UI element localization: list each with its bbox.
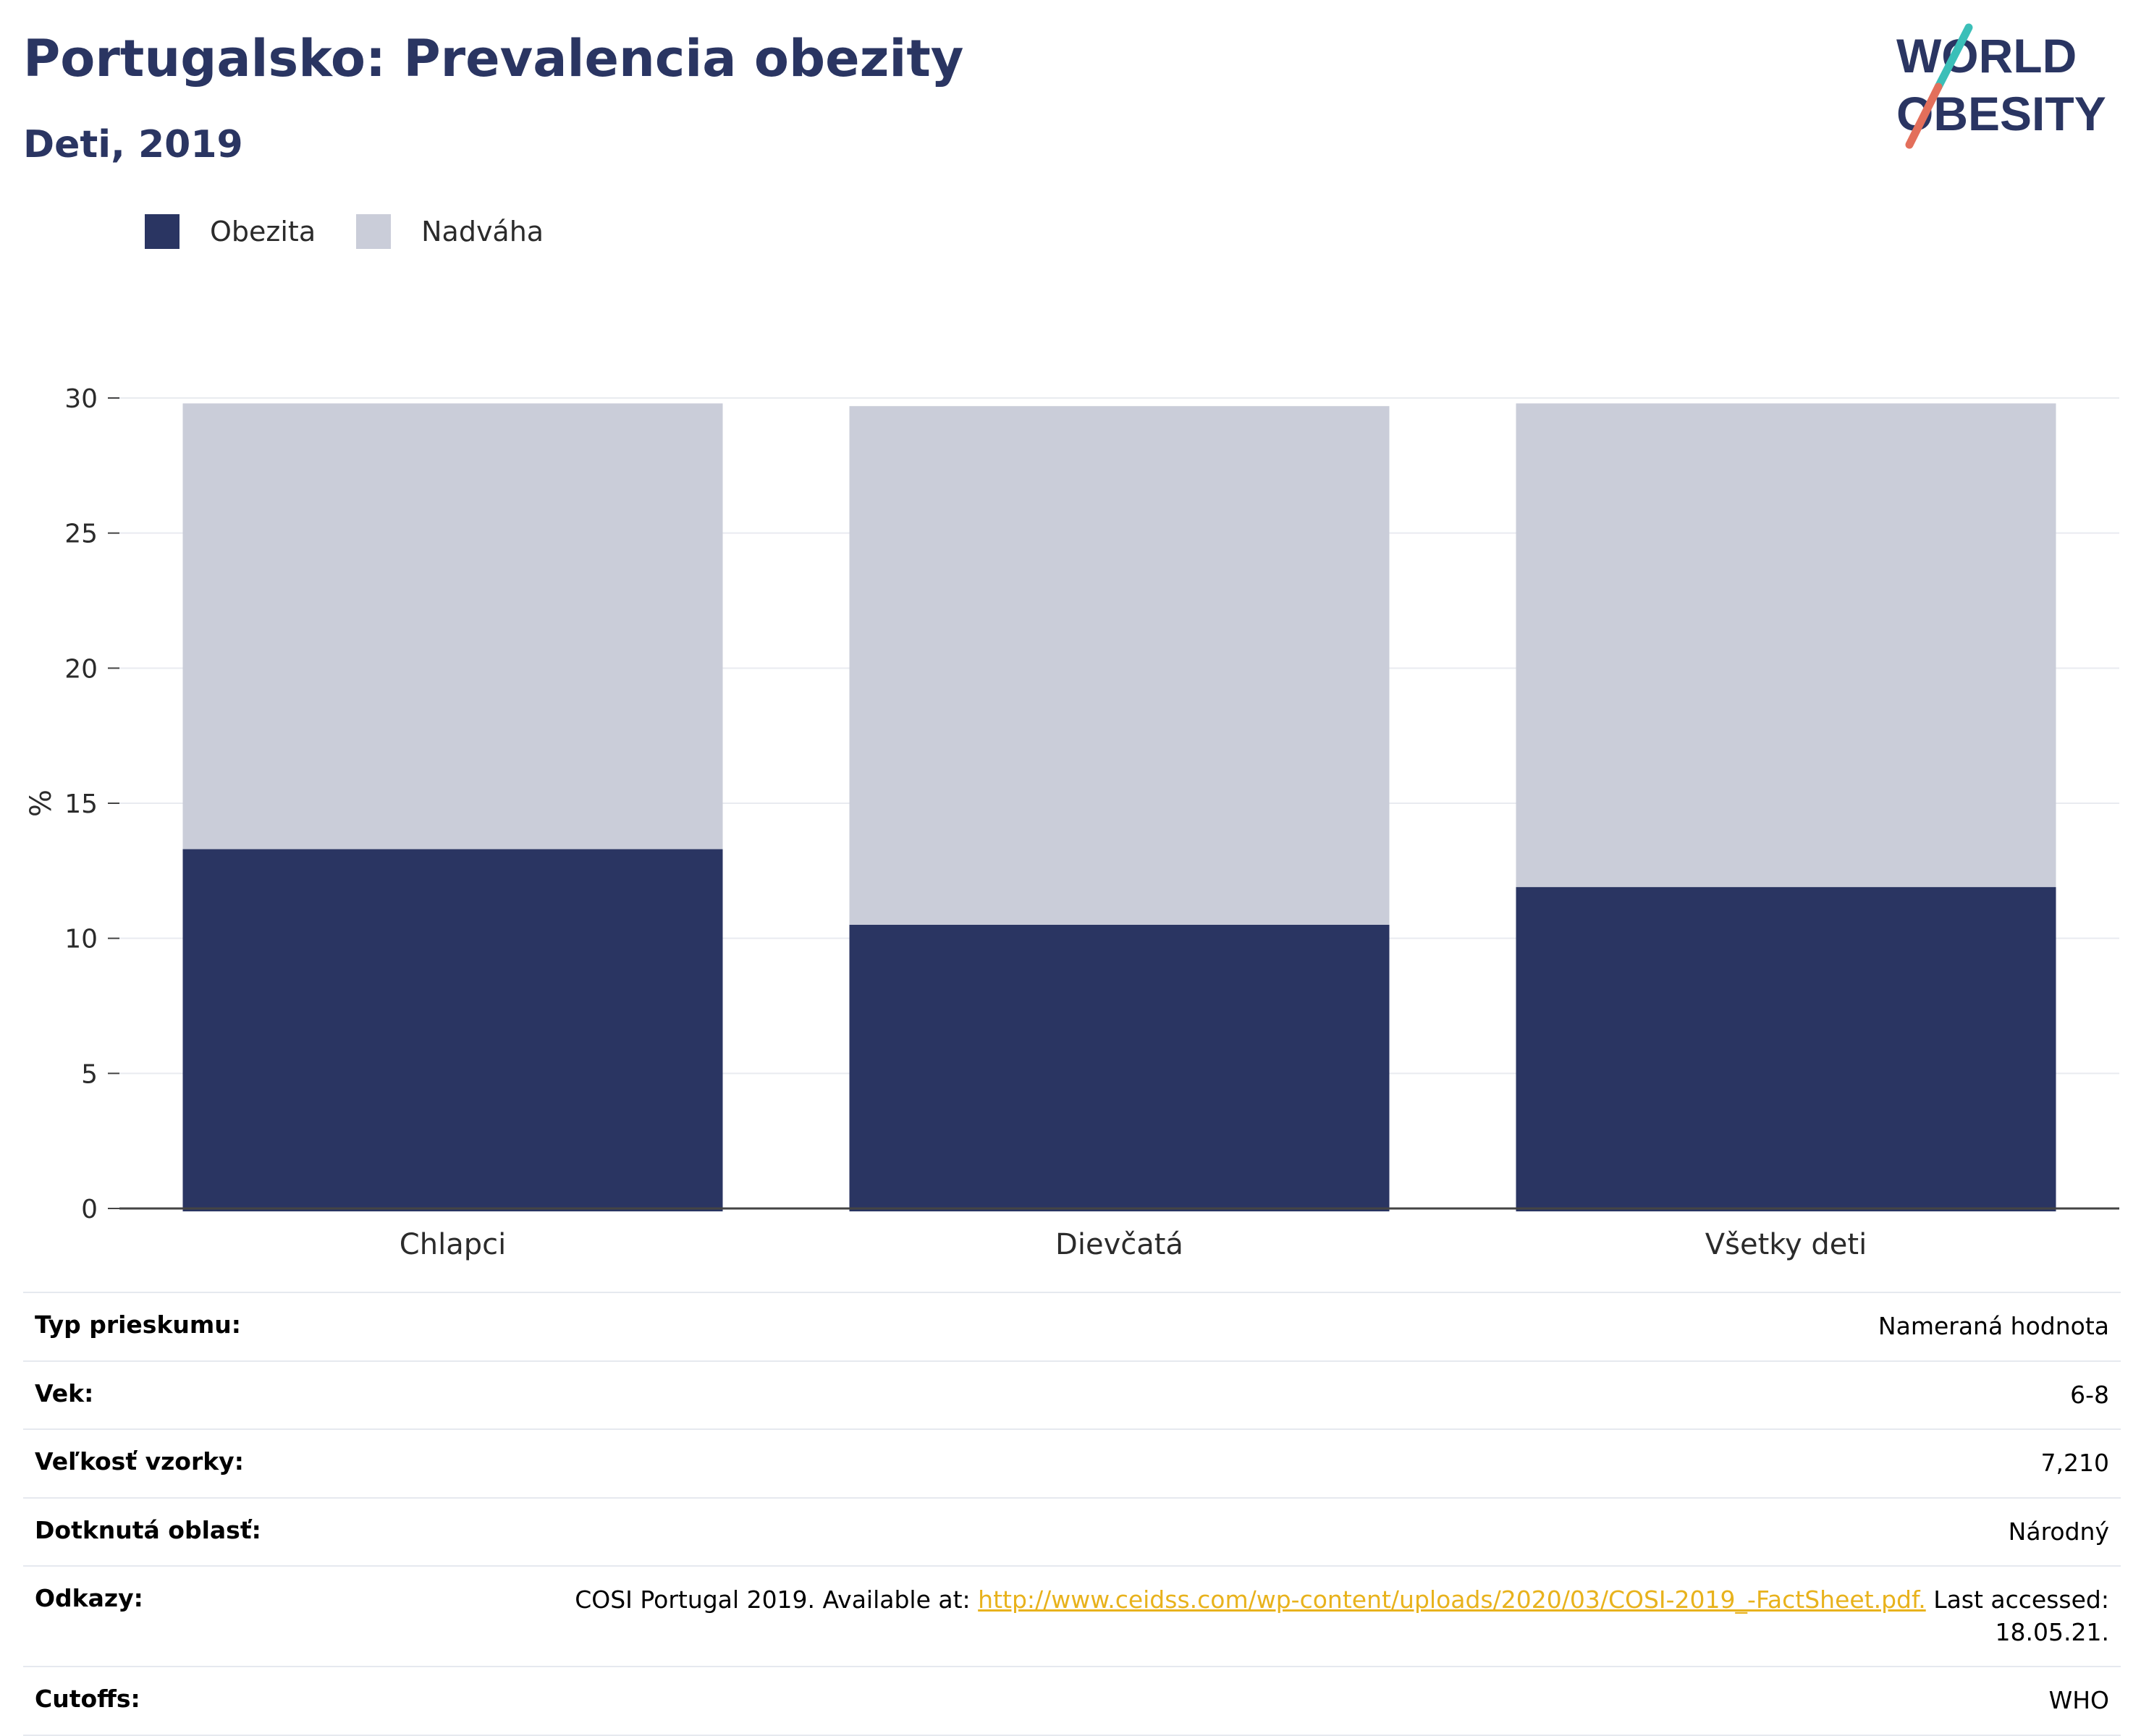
info-label-cutoffs: Cutoffs: (23, 1666, 336, 1736)
x-tick-label-0: Chlapci (400, 1228, 506, 1261)
bar-overweight-1 (849, 406, 1390, 925)
page-title: Portugalsko: Prevalencia obezity (23, 29, 964, 88)
reference-suffix: Last accessed: (1925, 1585, 2109, 1614)
y-tick-label-15: 15 (64, 789, 98, 819)
info-label-references: Odkazy: (23, 1565, 336, 1667)
y-tick-label-30: 30 (64, 384, 98, 414)
world-obesity-logo: WORLD OBESITY (1896, 23, 2106, 149)
info-value-sample-size: 7,210 (336, 1428, 2121, 1498)
reference-date: 18.05.21. (1995, 1617, 2109, 1646)
legend-label-obesity: Obezita (210, 216, 316, 247)
info-row-survey-type: Typ prieskumu: Nameraná hodnota (23, 1292, 2121, 1361)
info-row-age: Vek: 6-8 (23, 1360, 2121, 1430)
legend-swatch-obesity (145, 214, 180, 249)
info-table: Typ prieskumu: Nameraná hodnota Vek: 6-8… (23, 1292, 2121, 1736)
bar-obesity-1 (849, 925, 1390, 1211)
logo-line1: WORLD (1896, 29, 2077, 82)
info-label-sample-size: Veľkosť vzorky: (23, 1428, 336, 1498)
bar-obesity-2 (1516, 886, 2056, 1211)
y-axis-title: % (25, 789, 58, 817)
legend-swatch-overweight (356, 214, 392, 249)
info-value-references: COSI Portugal 2019. Available at: http:/… (336, 1565, 2121, 1667)
x-tick-label-2: Všetky deti (1705, 1228, 1867, 1261)
info-row-sample-size: Veľkosť vzorky: 7,210 (23, 1428, 2121, 1498)
info-label-area: Dotknutá oblasť: (23, 1496, 336, 1567)
info-value-age: 6-8 (336, 1360, 2121, 1430)
y-tick-label-0: 0 (81, 1195, 98, 1224)
chart-legend: Obezita Nadváha (145, 214, 584, 249)
y-tick-label-5: 5 (81, 1059, 98, 1089)
info-value-area: Národný (336, 1496, 2121, 1567)
reference-link[interactable]: http://www.ceidss.com/wp-content/uploads… (978, 1585, 1926, 1614)
info-row-area: Dotknutá oblasť: Národný (23, 1496, 2121, 1567)
y-tick-label-20: 20 (64, 654, 98, 684)
info-value-cutoffs: WHO (336, 1666, 2121, 1736)
bar-overweight-0 (182, 403, 723, 850)
y-tick-label-25: 25 (64, 520, 98, 549)
info-value-survey-type: Nameraná hodnota (336, 1292, 2121, 1361)
logo-coral-slash (1905, 82, 1943, 149)
info-row-cutoffs: Cutoffs: WHO (23, 1666, 2121, 1736)
info-row-references: Odkazy: COSI Portugal 2019. Available at… (23, 1565, 2121, 1667)
reference-text: COSI Portugal 2019. Available at: (575, 1585, 979, 1614)
bar-obesity-0 (182, 849, 723, 1211)
page-subtitle: Deti, 2019 (23, 123, 243, 166)
y-tick-label-10: 10 (64, 925, 98, 954)
legend-item-obesity[interactable]: Obezita (145, 214, 316, 249)
info-label-survey-type: Typ prieskumu: (23, 1292, 336, 1361)
bar-overweight-2 (1516, 403, 2056, 887)
legend-label-overweight: Nadváha (421, 216, 544, 247)
info-label-age: Vek: (23, 1360, 336, 1430)
bar-chart: 0 5 10 15 20 25 30% Chlapci Dievčatá Všetky deti (25, 384, 2119, 1261)
logo-teal-slash (1934, 23, 1973, 91)
x-tick-label-1: Dievčatá (1055, 1228, 1183, 1261)
legend-item-overweight[interactable]: Nadváha (356, 214, 544, 249)
